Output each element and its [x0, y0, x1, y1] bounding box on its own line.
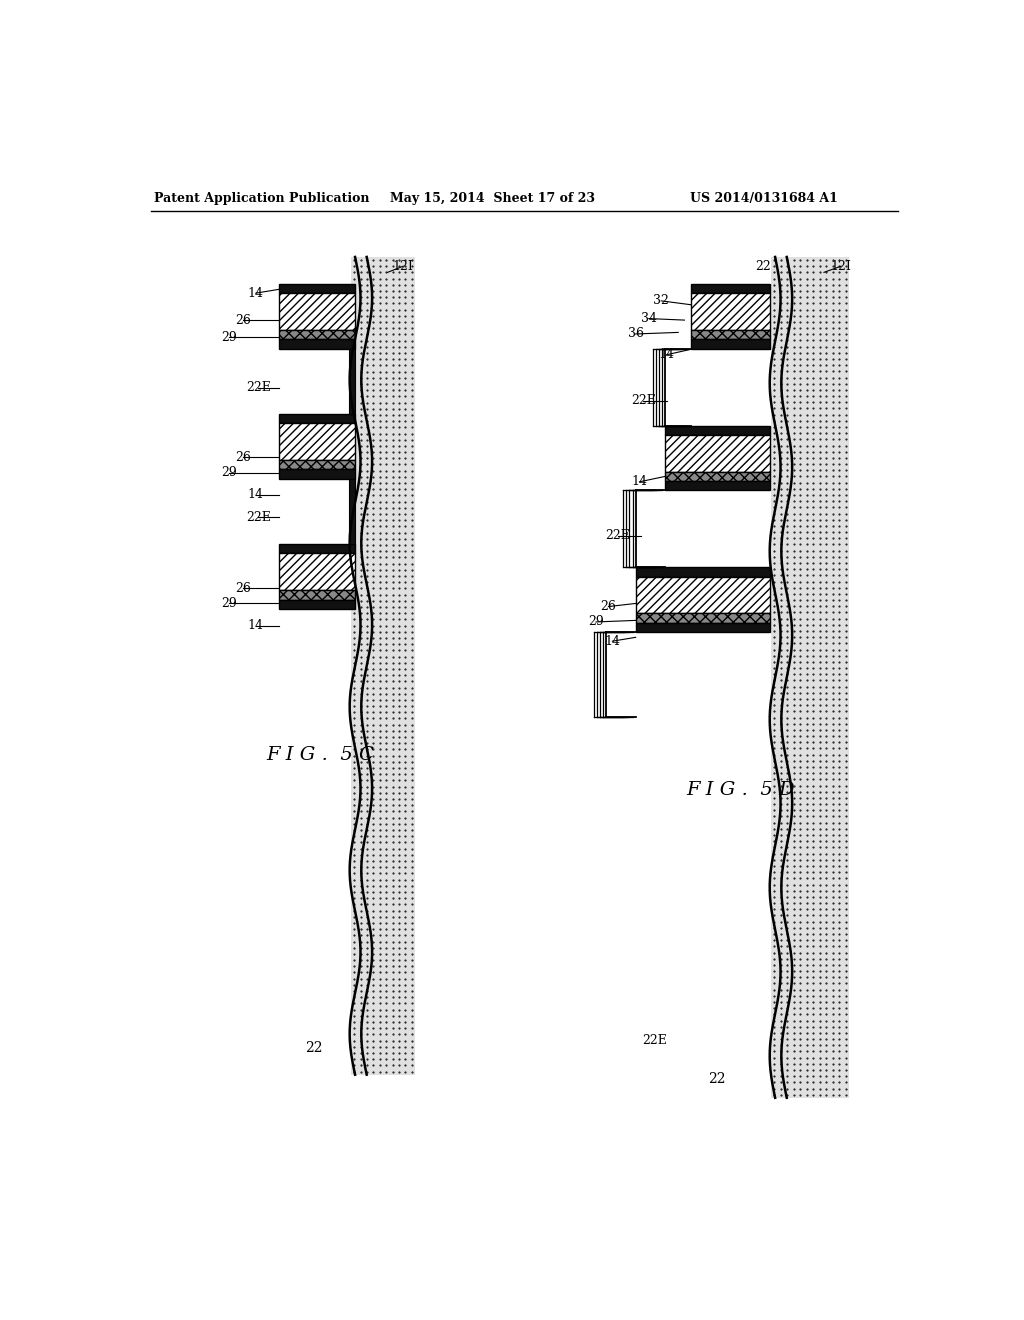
- Bar: [280, 599, 355, 609]
- Text: Patent Application Publication: Patent Application Publication: [154, 191, 369, 205]
- Text: 22E: 22E: [246, 511, 270, 524]
- Text: 29: 29: [221, 466, 237, 479]
- Bar: [636, 568, 770, 577]
- Bar: [280, 293, 355, 330]
- Bar: [690, 284, 770, 293]
- Bar: [280, 470, 355, 479]
- Text: 22E: 22E: [246, 381, 270, 395]
- Bar: [349, 479, 355, 544]
- Text: 14: 14: [632, 475, 647, 488]
- Text: 14: 14: [604, 635, 621, 648]
- Text: 29: 29: [221, 330, 237, 343]
- Text: 26: 26: [234, 582, 251, 594]
- Text: 29: 29: [221, 597, 237, 610]
- Bar: [690, 330, 770, 339]
- Bar: [665, 434, 770, 471]
- Bar: [349, 348, 355, 414]
- Bar: [771, 257, 849, 1098]
- Text: 34: 34: [641, 312, 656, 325]
- Bar: [280, 284, 355, 293]
- Text: 22: 22: [305, 1040, 323, 1055]
- Text: 22E: 22E: [631, 395, 655, 408]
- Bar: [690, 293, 770, 330]
- Bar: [690, 339, 770, 348]
- Text: May 15, 2014  Sheet 17 of 23: May 15, 2014 Sheet 17 of 23: [390, 191, 595, 205]
- Bar: [280, 339, 355, 348]
- Text: 12I: 12I: [392, 260, 414, 273]
- Bar: [280, 414, 355, 424]
- Bar: [351, 257, 415, 1074]
- Text: 26: 26: [234, 450, 251, 463]
- Bar: [665, 480, 770, 490]
- Bar: [665, 471, 770, 480]
- Text: 14: 14: [248, 488, 264, 502]
- Bar: [280, 330, 355, 339]
- Text: 26: 26: [234, 314, 251, 326]
- Text: 22: 22: [709, 1072, 726, 1085]
- Bar: [636, 577, 770, 614]
- Bar: [280, 544, 355, 553]
- Bar: [636, 614, 770, 623]
- Text: F I G .  5 D: F I G . 5 D: [686, 781, 795, 799]
- Text: 26: 26: [600, 601, 616, 612]
- Text: 29: 29: [588, 615, 604, 628]
- Text: 32: 32: [653, 294, 669, 308]
- Text: 36: 36: [628, 327, 644, 341]
- Text: 14: 14: [658, 348, 675, 362]
- Bar: [280, 553, 355, 590]
- Bar: [280, 424, 355, 461]
- Text: 12I: 12I: [830, 260, 851, 273]
- Text: 22: 22: [756, 260, 771, 273]
- Text: F I G .  5 C: F I G . 5 C: [266, 746, 374, 764]
- Bar: [280, 590, 355, 599]
- Text: 14: 14: [248, 619, 264, 632]
- Bar: [280, 461, 355, 470]
- Bar: [665, 425, 770, 434]
- Bar: [636, 623, 770, 632]
- Text: 14: 14: [248, 286, 264, 300]
- Text: US 2014/0131684 A1: US 2014/0131684 A1: [689, 191, 838, 205]
- Text: 22E: 22E: [643, 1034, 668, 1047]
- Text: 22E: 22E: [605, 529, 630, 543]
